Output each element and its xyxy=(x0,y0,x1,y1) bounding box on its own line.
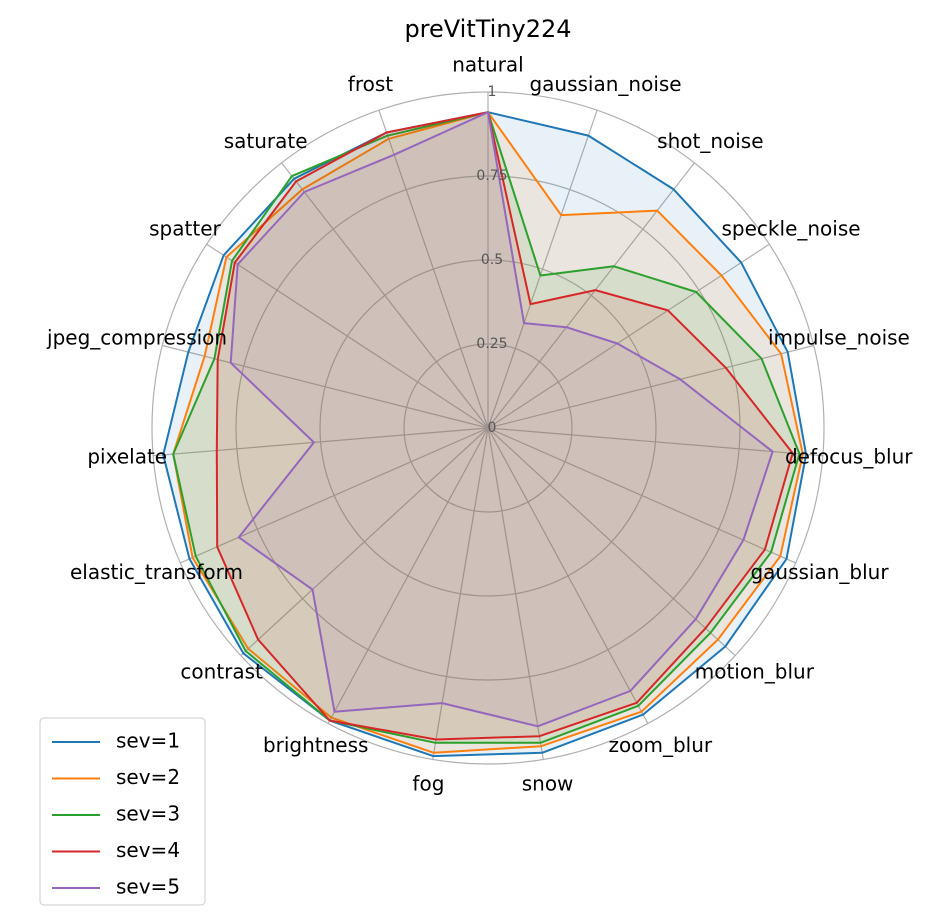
series-area xyxy=(163,112,807,757)
spoke xyxy=(487,427,736,657)
category-label: frost xyxy=(348,72,393,96)
spoke xyxy=(487,427,823,457)
spoke xyxy=(487,427,649,724)
spoke xyxy=(432,427,489,760)
spoke xyxy=(206,243,489,429)
series-area xyxy=(216,112,793,740)
chart-title: preVitTiny224 xyxy=(404,15,571,43)
spoke xyxy=(378,110,489,429)
category-label: jpeg_compression xyxy=(46,326,227,350)
category-label: pixelate xyxy=(87,444,167,468)
spoke xyxy=(240,427,489,657)
grid xyxy=(151,91,825,765)
category-label: shot_noise xyxy=(657,129,763,153)
legend-box xyxy=(39,717,206,906)
category-label: defocus_blur xyxy=(785,444,913,468)
spoke xyxy=(487,427,796,564)
series-line xyxy=(172,111,801,744)
legend: sev=1 sev=2 sev=3 sev=4 sev=5 xyxy=(39,717,206,906)
category-label: impulse_noise xyxy=(768,326,910,350)
series-area xyxy=(173,112,803,753)
legend-label: sev=5 xyxy=(116,875,180,899)
spoke xyxy=(162,344,489,429)
category-label: motion_blur xyxy=(695,660,815,684)
spoke xyxy=(487,427,544,760)
r-tick-label: 0.25 xyxy=(476,336,507,352)
r-tick-label: 0 xyxy=(488,420,497,436)
series-area xyxy=(230,112,773,727)
spoke xyxy=(180,427,489,564)
category-label: brightness xyxy=(263,733,369,757)
series-line xyxy=(172,111,804,754)
r-tick-label: 0.75 xyxy=(476,168,507,184)
series-area xyxy=(173,112,800,743)
legend-label: sev=3 xyxy=(116,802,180,826)
category-label: spatter xyxy=(149,217,221,241)
plot-area xyxy=(162,111,808,758)
category-label: fog xyxy=(412,772,444,796)
category-label: gaussian_noise xyxy=(529,72,681,96)
series-line xyxy=(215,111,794,741)
category-label: natural xyxy=(452,53,523,77)
spoke xyxy=(487,110,598,429)
category-label: contrast xyxy=(180,660,263,684)
r-tick-label: 1 xyxy=(488,84,497,100)
series-line xyxy=(229,111,774,728)
spoke xyxy=(487,162,695,429)
spoke xyxy=(327,427,489,724)
spoke xyxy=(487,344,814,429)
category-label: saturate xyxy=(224,129,308,153)
legend-label: sev=4 xyxy=(116,838,180,862)
category-label: speckle_noise xyxy=(722,217,861,241)
series-line xyxy=(162,111,808,758)
spoke xyxy=(153,427,489,457)
r-tick-label: 0.5 xyxy=(481,252,503,268)
category-label: snow xyxy=(522,772,574,796)
category-label: gaussian_blur xyxy=(750,560,889,584)
spoke xyxy=(487,243,770,429)
category-label: zoom_blur xyxy=(608,733,712,757)
spoke xyxy=(281,162,489,429)
legend-label: sev=1 xyxy=(116,729,180,753)
legend-label: sev=2 xyxy=(116,765,180,789)
category-label: elastic_transform xyxy=(70,560,243,584)
